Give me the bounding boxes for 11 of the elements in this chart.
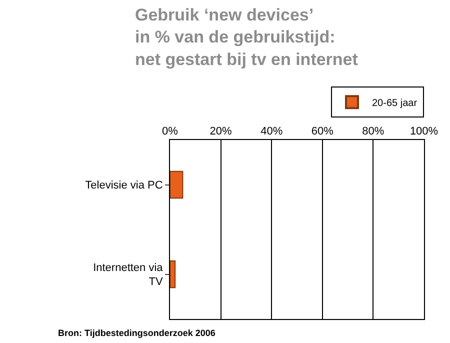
y-tick-label: Internetten via TV — [93, 262, 164, 288]
legend-label: 20-65 jaar — [372, 98, 418, 110]
y-tick-label: Televisie via PC — [85, 180, 163, 192]
x-tick-label: 60% — [311, 126, 334, 138]
x-tick-label: 0% — [162, 126, 178, 138]
x-tick-label: 100% — [410, 126, 438, 138]
text: Bron: Tijdbestedingsonderzoek 2006 — [58, 328, 216, 338]
x-tick-label: 80% — [362, 126, 384, 138]
x-tick-label: 20% — [210, 126, 232, 138]
chart-title: Gebruik ‘new devices’ in % van de gebruikstijd: net gestart bij tv en internet — [135, 6, 358, 69]
x-tick-label: 40% — [260, 126, 283, 138]
